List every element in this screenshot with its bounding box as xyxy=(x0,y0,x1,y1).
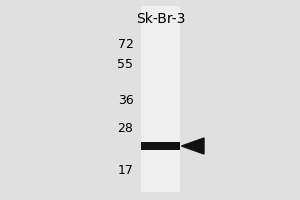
Text: 36: 36 xyxy=(118,94,134,106)
Bar xyxy=(141,6,180,192)
Text: 17: 17 xyxy=(118,164,134,178)
Text: 72: 72 xyxy=(118,38,134,50)
Polygon shape xyxy=(182,138,204,154)
Text: 55: 55 xyxy=(118,58,134,71)
Bar xyxy=(141,142,180,150)
Text: 28: 28 xyxy=(118,122,134,136)
Text: Sk-Br-3: Sk-Br-3 xyxy=(136,12,185,26)
